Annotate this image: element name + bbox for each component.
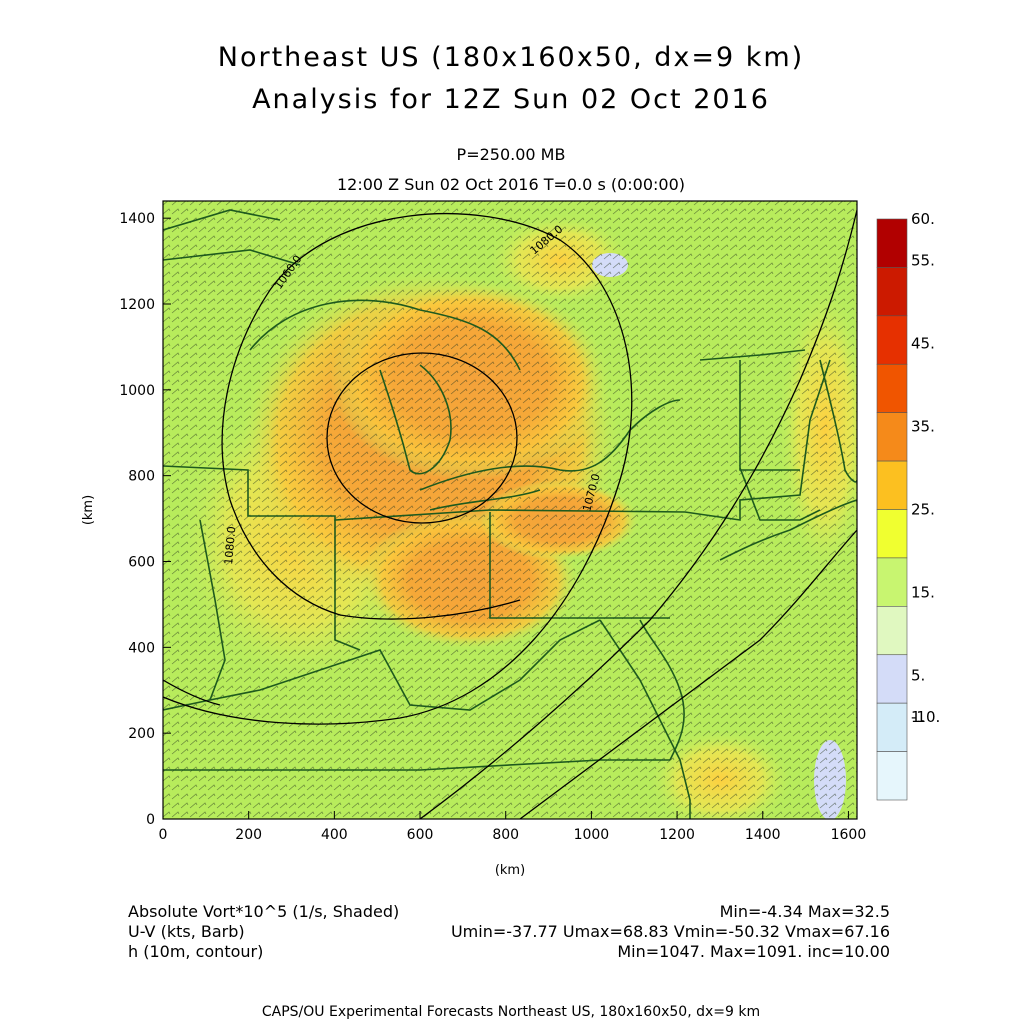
contour-label: 1080.0	[222, 526, 238, 565]
title-line-1: Northeast US (180x160x50, dx=9 km)	[217, 42, 805, 73]
colorbar-label: 1.	[911, 708, 925, 726]
y-tick-label: 0	[146, 812, 155, 828]
colorbar-label: 15.	[911, 584, 935, 602]
colorbar-swatch	[876, 460, 908, 510]
height-contours	[163, 209, 857, 819]
y-tick-label: 800	[128, 469, 155, 485]
colorbar-swatch	[876, 218, 908, 268]
height-field-label: h (10m, contour)	[128, 942, 264, 961]
x-tick-label: 1600	[831, 827, 867, 843]
y-tick-label: 200	[128, 726, 155, 742]
colorbar-label: 55.	[911, 252, 935, 270]
colorbar-swatch	[876, 702, 908, 752]
x-tick-label: 1200	[659, 827, 695, 843]
colorbar-swatch	[876, 267, 908, 317]
wind-field-stats: Umin=-37.77 Umax=68.83 Vmin=-50.32 Vmax=…	[450, 922, 890, 941]
vort-field-label: Absolute Vort*10^5 (1/s, Shaded)	[128, 902, 400, 921]
valid-time: 12:00 Z Sun 02 Oct 2016 T=0.0 s (0:00:00…	[336, 175, 686, 194]
colorbar-label: 5.	[911, 667, 925, 685]
y-axis: 0 200 400 600 800 1000 1200 1400	[119, 211, 171, 828]
colorbar-swatch	[876, 654, 908, 704]
colorbar-label: -10.	[911, 708, 940, 726]
height-field-stats: Min=1047. Max=1091. inc=10.00	[617, 942, 890, 961]
geographic-outlines	[163, 209, 857, 819]
colorbar-swatch	[876, 557, 908, 607]
y-tick-label: 1200	[119, 297, 155, 313]
x-tick-label: 0	[159, 827, 168, 843]
colorbar-swatch	[876, 315, 908, 365]
colorbar-label: 45.	[911, 335, 935, 353]
colorbar-swatch	[876, 751, 908, 801]
vort-field-stats: Min=-4.34 Max=32.5	[719, 902, 890, 921]
x-tick-label: 800	[492, 827, 519, 843]
shaded-field	[163, 201, 857, 819]
colorbar-label: 60.	[911, 210, 935, 228]
y-tick-label: 1400	[119, 211, 155, 227]
colorbar-swatch	[876, 412, 908, 462]
title-line-2: Analysis for 12Z Sun 02 Oct 2016	[252, 84, 770, 115]
x-tick-label: 200	[235, 827, 262, 843]
x-axis: 0 200 400 600 800 1000 1200 1400 1600	[159, 811, 867, 843]
y-tick-label: 400	[128, 640, 155, 656]
colorbar-swatch	[876, 363, 908, 413]
x-tick-label: 400	[321, 827, 348, 843]
x-tick-label: 1400	[745, 827, 781, 843]
x-tick-label: 1000	[574, 827, 610, 843]
y-axis-label: (km)	[81, 495, 96, 525]
x-tick-label: 600	[407, 827, 434, 843]
wind-field-label: U-V (kts, Barb)	[128, 922, 245, 941]
colorbar: 60. 55. 45. 35. 25. 15. 5. 1.-10.	[876, 210, 940, 801]
credit-line: CAPS/OU Experimental Forecasts Northeast…	[261, 1004, 761, 1020]
colorbar-swatch	[876, 509, 908, 559]
colorbar-label: 35.	[911, 418, 935, 436]
plot-frame	[162, 200, 858, 820]
pressure-level: P=250.00 MB	[456, 145, 566, 164]
y-tick-label: 600	[128, 555, 155, 571]
colorbar-label: 25.	[911, 501, 935, 519]
colorbar-swatch	[876, 606, 908, 656]
x-axis-label: (km)	[495, 863, 525, 878]
y-tick-label: 1000	[119, 383, 155, 399]
